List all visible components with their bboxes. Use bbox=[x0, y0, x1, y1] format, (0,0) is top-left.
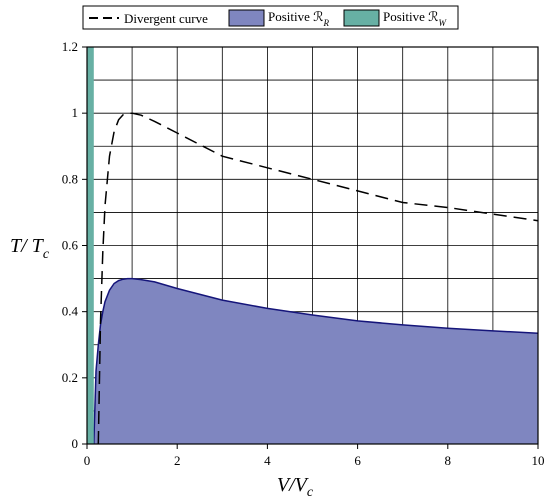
y-axis-ticks: 0 0.2 0.4 0.6 0.8 1 1.2 bbox=[62, 39, 87, 451]
y-tick-label: 1 bbox=[72, 105, 79, 120]
legend-label-divergent-curve: Divergent curve bbox=[124, 11, 208, 26]
x-tick-label: 4 bbox=[264, 453, 271, 468]
y-tick-label: 0.6 bbox=[62, 238, 79, 253]
x-tick-label: 10 bbox=[532, 453, 545, 468]
legend: Divergent curve Positive ℛR Positive ℛW bbox=[82, 5, 459, 30]
x-tick-label: 8 bbox=[445, 453, 452, 468]
y-tick-label: 1.2 bbox=[62, 39, 78, 54]
area-series-2 bbox=[87, 47, 94, 444]
line-series-0 bbox=[97, 112, 539, 445]
x-tick-label: 0 bbox=[84, 453, 91, 468]
legend-swatch-positive-r-w bbox=[343, 9, 380, 27]
x-axis-title: V/Vc bbox=[277, 474, 314, 500]
area-series-1 bbox=[93, 278, 539, 444]
plot-area: 0 2 4 6 8 10 0 0.2 0.4 0.6 0.8 1 1.2 bbox=[62, 39, 545, 468]
legend-swatch-positive-r-r bbox=[228, 9, 265, 27]
y-tick-label: 0 bbox=[72, 436, 79, 451]
y-tick-label: 0.8 bbox=[62, 171, 78, 186]
y-tick-label: 0.2 bbox=[62, 370, 78, 385]
x-tick-label: 6 bbox=[354, 453, 361, 468]
area-series bbox=[87, 47, 539, 445]
line-series bbox=[97, 112, 539, 445]
x-axis-ticks: 0 2 4 6 8 10 bbox=[84, 444, 545, 468]
y-tick-label: 0.4 bbox=[62, 304, 79, 319]
x-tick-label: 2 bbox=[174, 453, 181, 468]
area-edge-series-1 bbox=[93, 277, 539, 445]
legend-label-positive-r-r: Positive ℛR bbox=[268, 9, 330, 28]
y-axis-title: T/ Tc bbox=[10, 235, 50, 262]
legend-label-positive-r-w: Positive ℛW bbox=[383, 9, 448, 28]
